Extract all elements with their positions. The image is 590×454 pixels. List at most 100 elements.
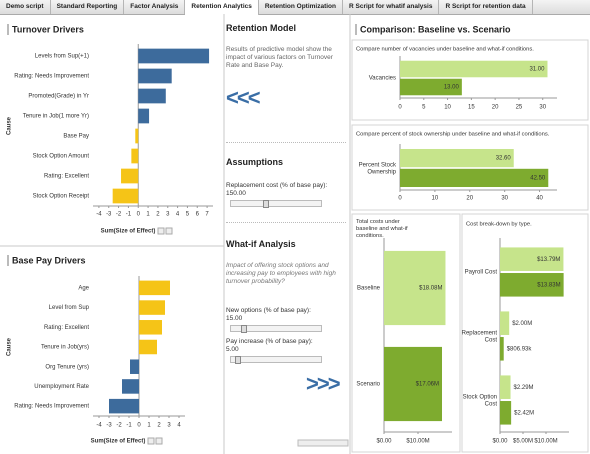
category-label: Percent Stock Ownership	[359, 162, 397, 175]
bar	[500, 401, 512, 425]
bar	[400, 78, 462, 96]
category-label: Rating: Excellent	[44, 325, 89, 331]
category-label: Payroll Cost	[465, 270, 498, 276]
x-tick-label: -2	[116, 423, 122, 429]
category-label: Org Tenure (yrs)	[45, 364, 89, 370]
value-label: $13.83M	[537, 282, 560, 288]
bar	[500, 311, 510, 335]
category-label: Baseline	[357, 286, 381, 292]
y-axis-label: Cause	[7, 116, 13, 135]
axis-control[interactable]	[155, 437, 163, 445]
x-tick-label: $0.00	[376, 439, 392, 445]
x-tick-label: 2	[156, 212, 160, 218]
chart-title: Total costs under baseline and what-if con…	[356, 219, 408, 239]
chart-title: Cost break-down by type.	[466, 222, 532, 228]
x-tick-label: 25	[516, 105, 523, 111]
category-label: Rating: Needs Improvement	[14, 74, 89, 80]
x-tick-label: -4	[96, 212, 102, 218]
bar	[500, 247, 564, 271]
bar	[400, 60, 548, 78]
value-label: $18.08M	[419, 286, 442, 292]
x-tick-label: 30	[539, 105, 546, 111]
x-tick-label: 3	[167, 423, 171, 429]
axis-control[interactable]	[165, 227, 173, 235]
separator	[226, 222, 346, 223]
forward-button[interactable]: >>>	[306, 371, 341, 396]
tab[interactable]: Standard Reporting	[51, 0, 125, 14]
bar	[122, 379, 139, 394]
tab[interactable]: Retention Optimization	[259, 0, 343, 14]
category-label: Promoted(Grade) in Yr	[28, 94, 89, 100]
scrollbar[interactable]	[297, 439, 349, 447]
slider[interactable]	[230, 200, 322, 208]
x-axis-label: Sum(Size of Effect)	[101, 229, 156, 235]
value-label: $2.00M	[512, 321, 532, 327]
x-tick-label: $10.00M	[534, 439, 557, 445]
axis-control[interactable]	[157, 227, 165, 235]
axis-control[interactable]	[147, 437, 155, 445]
bar	[138, 108, 150, 124]
bar	[139, 280, 170, 296]
x-tick-label: 1	[146, 212, 150, 218]
slider[interactable]	[230, 356, 322, 364]
tab[interactable]: Retention Analytics	[185, 0, 259, 15]
chart-frame	[351, 213, 461, 453]
x-tick-label: 0	[398, 105, 402, 111]
x-tick-label: 4	[176, 212, 180, 218]
value-label: $13.79M	[537, 257, 560, 263]
bar	[384, 250, 446, 326]
value-label: $2.29M	[514, 385, 534, 391]
description: Impact of offering stock options and inc…	[226, 262, 336, 285]
bar	[138, 48, 210, 64]
tab[interactable]: Demo script	[0, 0, 51, 14]
input-value: 15.00	[226, 315, 243, 322]
value-label: $806.93k	[507, 346, 533, 352]
description: Results of predictive model show the imp…	[226, 46, 333, 69]
title-marker	[7, 24, 9, 35]
input-value: 5.00	[226, 346, 239, 353]
bar	[139, 339, 157, 355]
tab[interactable]: R Script for retention data	[439, 0, 533, 14]
value-label: 32.60	[496, 156, 512, 162]
x-tick-label: 5	[422, 105, 426, 111]
bar	[135, 128, 139, 144]
value-label: $17.06M	[416, 382, 439, 388]
x-tick-label: 10	[444, 105, 451, 111]
category-label: Scenario	[356, 382, 380, 388]
bar	[138, 88, 166, 104]
category-label: Levels from Sup(+1)	[35, 54, 89, 60]
x-tick-label: 2	[157, 423, 161, 429]
category-label: Rating: Needs Improvement	[14, 404, 89, 410]
tab-bar: Demo script Standard Reporting Factor Anal…	[0, 0, 590, 15]
bar	[400, 168, 549, 188]
tab[interactable]: R Script for whatif analysis	[343, 0, 440, 14]
category-label: Tenure in Job(yrs)	[41, 345, 89, 351]
category-label: Stock Option Amount	[33, 154, 90, 160]
x-tick-label: 0	[137, 212, 141, 218]
x-tick-label: 20	[466, 196, 473, 202]
x-tick-label: -1	[126, 423, 132, 429]
value-label: 13.00	[444, 85, 460, 91]
bar	[400, 148, 514, 168]
bar	[121, 168, 139, 184]
slider[interactable]	[230, 325, 322, 333]
bar	[131, 148, 139, 164]
x-tick-label: $0.00	[492, 439, 508, 445]
chart-frame	[461, 213, 589, 453]
back-button[interactable]: <<<	[226, 85, 261, 110]
x-tick-label: -3	[106, 423, 112, 429]
x-tick-label: 3	[166, 212, 170, 218]
title-marker	[7, 255, 9, 266]
x-tick-label: 6	[196, 212, 200, 218]
x-tick-label: $5.00M	[513, 439, 533, 445]
tab[interactable]: Factor Analysis	[124, 0, 186, 14]
input-value: 150.00	[226, 190, 246, 197]
bar	[139, 300, 165, 315]
value-label: 31.00	[529, 67, 545, 73]
x-tick-label: 20	[492, 105, 499, 111]
x-tick-label: 1	[147, 423, 151, 429]
title-marker	[355, 24, 357, 35]
category-label: Age	[78, 285, 89, 291]
